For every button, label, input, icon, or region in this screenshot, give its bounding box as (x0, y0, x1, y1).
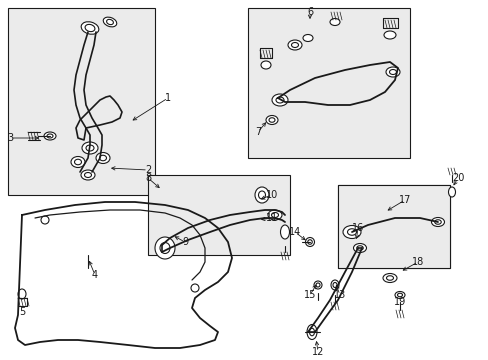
Text: 3: 3 (7, 133, 13, 143)
Ellipse shape (353, 243, 366, 252)
Ellipse shape (84, 172, 91, 177)
Ellipse shape (258, 191, 265, 199)
Ellipse shape (86, 145, 94, 151)
Text: 9: 9 (182, 237, 188, 247)
Ellipse shape (385, 67, 399, 77)
Ellipse shape (291, 42, 298, 48)
Text: 14: 14 (288, 227, 301, 237)
Ellipse shape (280, 225, 289, 239)
Text: 16: 16 (351, 223, 364, 233)
Ellipse shape (356, 246, 363, 250)
Ellipse shape (96, 153, 110, 163)
Ellipse shape (85, 24, 95, 32)
Ellipse shape (306, 324, 316, 339)
Ellipse shape (268, 118, 274, 122)
Ellipse shape (99, 155, 106, 161)
Ellipse shape (386, 276, 393, 280)
Ellipse shape (160, 243, 170, 253)
Text: 18: 18 (411, 257, 423, 267)
Ellipse shape (347, 229, 356, 235)
Text: 19: 19 (393, 297, 406, 307)
Ellipse shape (71, 157, 85, 167)
Ellipse shape (106, 19, 113, 24)
Ellipse shape (397, 293, 402, 297)
Ellipse shape (382, 274, 396, 283)
Ellipse shape (261, 61, 270, 69)
Text: 15: 15 (303, 290, 316, 300)
Ellipse shape (271, 212, 278, 217)
Ellipse shape (329, 18, 339, 26)
Ellipse shape (332, 283, 336, 288)
Text: 1: 1 (164, 93, 171, 103)
Ellipse shape (330, 280, 338, 290)
Ellipse shape (342, 225, 360, 238)
Ellipse shape (47, 134, 53, 138)
Ellipse shape (191, 284, 199, 292)
Ellipse shape (389, 69, 396, 75)
Ellipse shape (44, 132, 56, 140)
Ellipse shape (18, 289, 26, 299)
Ellipse shape (81, 22, 99, 34)
Text: 13: 13 (333, 290, 346, 300)
Bar (337, 185, 449, 268)
Text: 10: 10 (265, 190, 278, 200)
Text: 20: 20 (451, 173, 463, 183)
Ellipse shape (155, 237, 175, 259)
Ellipse shape (383, 31, 395, 39)
Ellipse shape (430, 217, 444, 226)
Ellipse shape (265, 116, 278, 125)
Text: 7: 7 (254, 127, 261, 137)
Ellipse shape (309, 328, 314, 336)
Ellipse shape (267, 210, 282, 220)
Text: 6: 6 (306, 7, 312, 17)
Ellipse shape (41, 216, 49, 224)
Polygon shape (337, 185, 449, 268)
Ellipse shape (82, 142, 98, 154)
Ellipse shape (81, 170, 95, 180)
Text: 5: 5 (19, 307, 25, 317)
Text: 2: 2 (144, 165, 151, 175)
Text: 17: 17 (398, 195, 410, 205)
Bar (148, 175, 289, 255)
Ellipse shape (305, 238, 314, 247)
Text: 12: 12 (311, 347, 324, 357)
Ellipse shape (447, 187, 454, 197)
Ellipse shape (271, 94, 287, 106)
Ellipse shape (103, 17, 117, 27)
Ellipse shape (394, 292, 404, 298)
Ellipse shape (434, 220, 440, 224)
Ellipse shape (275, 97, 284, 103)
Ellipse shape (307, 240, 312, 244)
Ellipse shape (74, 159, 81, 165)
Ellipse shape (315, 283, 319, 287)
Ellipse shape (287, 40, 302, 50)
Text: 11: 11 (265, 213, 278, 223)
Ellipse shape (303, 35, 312, 41)
Text: 8: 8 (144, 173, 151, 183)
Ellipse shape (313, 281, 321, 289)
Text: 4: 4 (92, 270, 98, 280)
Bar (8, 8, 155, 195)
Ellipse shape (254, 187, 268, 203)
Bar (247, 8, 409, 158)
